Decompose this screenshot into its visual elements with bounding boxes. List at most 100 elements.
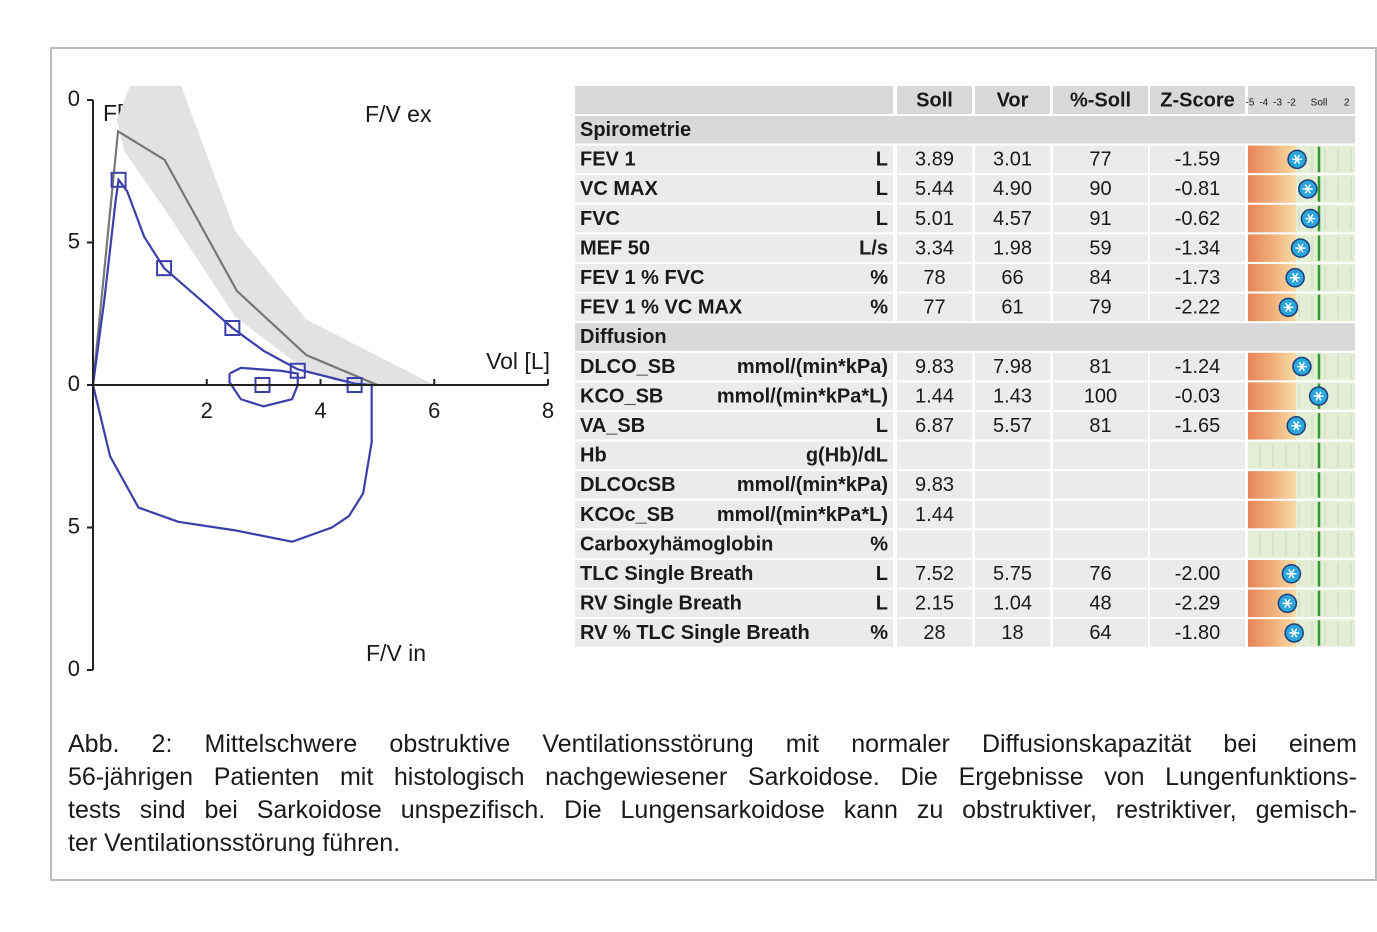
cell	[975, 145, 1050, 174]
column-header: Vor	[997, 89, 1029, 111]
curve	[228, 366, 299, 408]
y-tick-label: 0	[68, 656, 80, 681]
row-name: RV Single Breath	[580, 593, 742, 615]
x-tick-label: 4	[314, 398, 326, 423]
caption-line: 56-jährigen Patienten mit histologisch n…	[68, 763, 1357, 791]
cell-value: 6.87	[915, 415, 954, 437]
column-header: %-Soll	[1070, 89, 1131, 111]
row-unit: %	[870, 297, 888, 319]
x-tick-label: 8	[542, 398, 554, 423]
cell	[1150, 471, 1245, 499]
cell-value: 77	[923, 297, 945, 319]
row-name: Carboxyhämoglobin	[580, 533, 773, 555]
column-header: Z-Score	[1160, 89, 1234, 111]
cell	[897, 204, 972, 233]
marker-star	[1293, 154, 1301, 165]
marker-star	[1307, 213, 1314, 224]
header-cell	[575, 86, 893, 114]
cell	[575, 352, 893, 381]
cell	[575, 589, 893, 618]
cell-value: 59	[1089, 237, 1111, 259]
figure-frame	[50, 47, 1377, 881]
cell	[1150, 234, 1245, 262]
cell	[897, 530, 972, 558]
cell	[575, 441, 893, 470]
cell-value: -1.73	[1175, 267, 1221, 289]
header-cell	[975, 86, 1050, 114]
y-tick-label: 0	[68, 371, 80, 396]
zscale-low	[1248, 234, 1296, 262]
row-unit: mmol/(min*kPa*L)	[717, 504, 888, 526]
cell	[1053, 471, 1148, 499]
row-name: Hb	[580, 445, 607, 467]
row-unit: mmol/(min*kPa)	[737, 474, 888, 496]
cell	[1053, 619, 1148, 647]
cell-value: -2.00	[1175, 563, 1221, 585]
cell-value: 1.44	[915, 504, 954, 526]
row-name: FEV 1 % FVC	[580, 267, 704, 289]
cell	[975, 530, 1050, 558]
cell-value: -0.81	[1175, 178, 1221, 200]
zscale-low	[1248, 471, 1296, 499]
cell	[575, 234, 893, 262]
row-unit: L	[876, 178, 888, 200]
cell	[575, 264, 893, 292]
zscale-low	[1248, 500, 1296, 529]
cell	[975, 500, 1050, 529]
cell-value: 2.15	[915, 593, 954, 615]
cell	[1053, 293, 1148, 322]
cell	[1150, 204, 1245, 233]
cell	[897, 500, 972, 529]
cell	[575, 204, 893, 233]
header-cell	[1053, 86, 1148, 114]
zscale-bg	[1248, 441, 1355, 470]
x-axis-label: Vol [L]	[486, 348, 550, 374]
cell-value: 77	[1089, 149, 1111, 171]
cell	[1150, 412, 1245, 440]
cell	[897, 175, 972, 203]
zscale-low	[1248, 204, 1296, 233]
cell-value: 3.01	[993, 149, 1032, 171]
zscale-label: -5	[1246, 98, 1255, 109]
cell	[1053, 352, 1148, 381]
marker-star	[1304, 184, 1311, 194]
cell	[1150, 352, 1245, 381]
cell-value: 4.57	[993, 208, 1032, 230]
row-name: FEV 1 % VC MAX	[580, 297, 743, 319]
cell	[897, 382, 972, 410]
cell-value: 76	[1089, 563, 1111, 585]
y-tick-label: 5	[68, 228, 80, 253]
cell	[975, 293, 1050, 322]
cell	[897, 589, 972, 618]
cell	[1053, 500, 1148, 529]
row-unit: mmol/(min*kPa)	[737, 356, 888, 378]
marker-star	[1284, 598, 1291, 609]
marker-star	[1315, 391, 1322, 401]
cell-value: 100	[1084, 385, 1117, 407]
x-tick-label: 2	[201, 398, 213, 423]
cell	[575, 293, 893, 322]
cell	[575, 500, 893, 529]
row-name: DLCOcSB	[580, 474, 676, 496]
cell	[897, 145, 972, 174]
cell	[1150, 500, 1245, 529]
cell	[975, 352, 1050, 381]
row-name: FEV 1	[580, 149, 636, 171]
row-name: TLC Single Breath	[580, 563, 753, 585]
marker-star	[1293, 421, 1300, 431]
cell-value: 48	[1089, 593, 1111, 615]
cell-value: 81	[1089, 415, 1111, 437]
cell	[1053, 382, 1148, 410]
marker-star	[1285, 302, 1292, 313]
row-name: KCO_SB	[580, 385, 663, 407]
cell	[975, 382, 1050, 410]
cell	[1150, 145, 1245, 174]
caption-line: ter Ventilationsstörung führen.	[68, 829, 401, 857]
cell	[975, 619, 1050, 647]
cell	[897, 441, 972, 470]
cell	[575, 530, 893, 558]
cell	[1053, 175, 1148, 203]
cell	[1150, 619, 1245, 647]
cell-value: 7.98	[993, 356, 1032, 378]
cell	[1150, 264, 1245, 292]
